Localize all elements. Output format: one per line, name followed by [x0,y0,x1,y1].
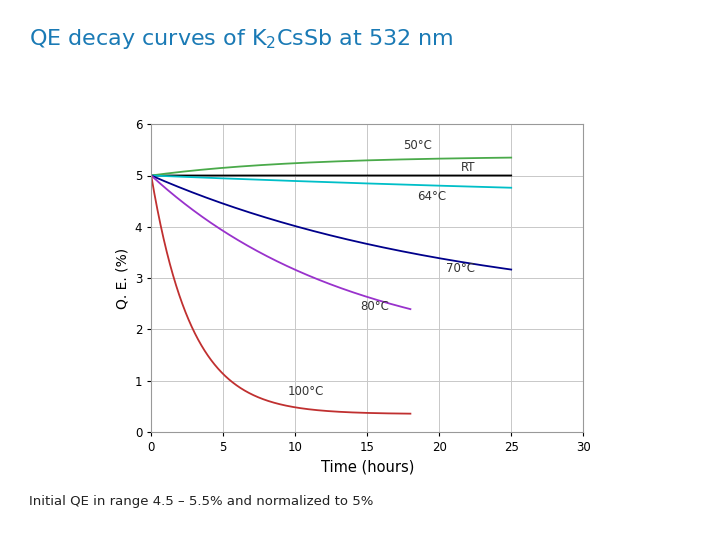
Text: 80°C: 80°C [360,300,389,313]
Text: Initial QE in range 4.5 – 5.5% and normalized to 5%: Initial QE in range 4.5 – 5.5% and norma… [29,495,373,508]
Text: 70°C: 70°C [446,262,475,275]
X-axis label: Time (hours): Time (hours) [320,460,414,475]
Text: QE decay curves of K$_2$CsSb at 532 nm: QE decay curves of K$_2$CsSb at 532 nm [29,27,454,51]
Text: 64°C: 64°C [418,190,446,203]
Text: 100°C: 100°C [288,385,325,398]
Text: RT: RT [461,161,475,174]
Y-axis label: Q. E. (%): Q. E. (%) [115,247,129,309]
Text: 50°C: 50°C [403,139,432,152]
